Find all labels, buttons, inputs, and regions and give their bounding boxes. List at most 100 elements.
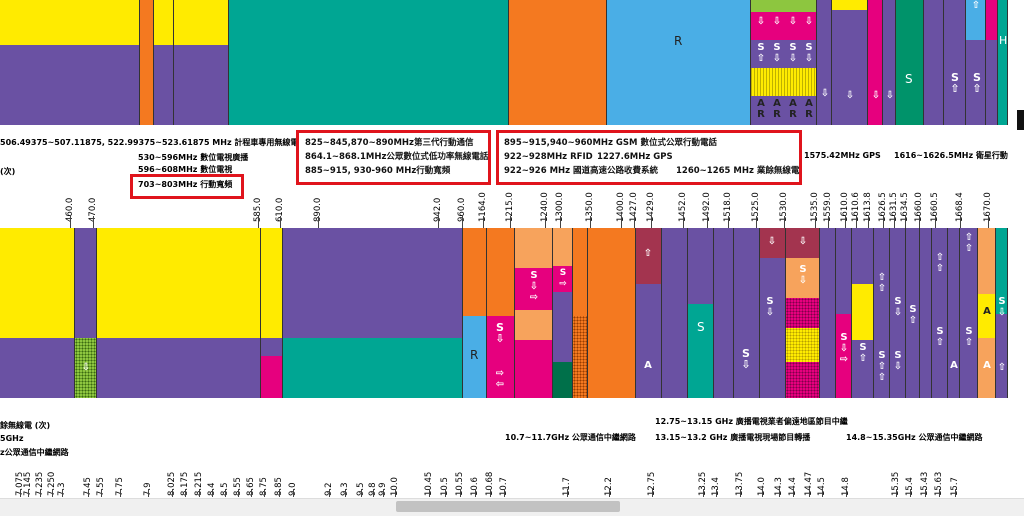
band-block: [852, 284, 874, 340]
band-block: [140, 0, 154, 125]
band-block: [734, 228, 760, 398]
tick-mark: [652, 489, 653, 497]
tick-mark: [740, 489, 741, 497]
tick-mark: [383, 489, 384, 497]
label-relay-network: z公眾通信中繼網路: [0, 448, 69, 457]
band-block: [487, 316, 515, 398]
band-block: [487, 228, 515, 316]
service-s-icon: S ⇩: [788, 42, 798, 64]
service-s-icon: S ⇩: [495, 321, 505, 345]
band-block: [515, 228, 553, 268]
tick-mark: [483, 216, 484, 228]
band-block: [0, 338, 75, 398]
service-a-icon: A: [983, 306, 991, 317]
tick-mark: [905, 216, 906, 228]
tick-mark: [910, 489, 911, 497]
label-703-mobile: 703~803MHz 行動寬頻: [138, 180, 233, 189]
arrow-up-icon: ⇧ ⇧: [964, 232, 974, 254]
tick-mark: [52, 489, 53, 497]
tick-mark: [894, 216, 895, 228]
band-block: [553, 292, 573, 362]
band-block: [573, 228, 588, 316]
tick-mark: [475, 489, 476, 497]
band-block: [786, 258, 820, 298]
label-amateur-secondary: 餘無線電 (次): [0, 421, 51, 430]
band-block: [786, 362, 820, 398]
band-block: [832, 10, 868, 125]
tick-mark: [62, 489, 63, 497]
arrow-down-icon: ⇩: [804, 16, 814, 27]
band-block: [996, 314, 1008, 398]
label-1575-gps: 1575.42MHz GPS: [804, 151, 881, 160]
band-block: [463, 316, 487, 398]
band-block: [932, 228, 948, 398]
band-block: [75, 338, 97, 398]
tick-mark: [429, 489, 430, 497]
band-block: [996, 228, 1008, 314]
arrow-down-icon: ⇩: [871, 90, 881, 101]
arrow-down-icon: ⇩: [820, 88, 830, 99]
arrow-up-icon: ⇧: [643, 248, 653, 259]
service-s-icon: S ⇩: [804, 42, 814, 64]
band-block: [944, 0, 966, 125]
service-s-icon: S ⇨: [559, 268, 567, 289]
band-block: [751, 68, 817, 96]
band-block: [636, 284, 662, 398]
tick-mark: [238, 489, 239, 497]
band-block: [896, 0, 924, 125]
tick-mark: [264, 489, 265, 497]
service-a-icon: A: [983, 360, 991, 371]
band-block: [515, 268, 553, 310]
label-14-8-relay: 14.8~15.35GHz 公眾通信中繼網路: [846, 433, 983, 442]
tick-mark: [225, 489, 226, 497]
tick-mark: [293, 489, 294, 497]
tick-mark: [280, 216, 281, 228]
tick-mark: [70, 216, 71, 228]
band-block: [832, 0, 868, 10]
band-block: [662, 228, 688, 398]
arrow-up-icon: ⇧: [997, 362, 1007, 373]
service-s-icon: S ⇧: [935, 326, 945, 348]
arrow-down-icon: ⇩: [798, 236, 808, 247]
arrow-down-icon: ⇩: [885, 90, 895, 101]
label-895-gsm: 895~915,940~960MHz GSM 數位式公眾行動電話: [504, 138, 717, 148]
band-block: [852, 340, 874, 398]
highlight-box-703: [130, 174, 244, 199]
label-864-cordless: 864.1~868.1MHz公眾數位式低功率無線電話: [305, 152, 489, 162]
service-letter-s: S: [905, 72, 913, 86]
vertical-scrollbar[interactable]: [1017, 110, 1024, 130]
label-1260-amateur: 1260~1265 MHz 業餘無線電: [676, 166, 800, 176]
band-block: [786, 298, 820, 328]
tick-mark: [590, 216, 591, 228]
band-block: [607, 0, 751, 125]
band-block: [283, 228, 463, 338]
bidirectional-icon: ⇨ ⇦: [495, 368, 505, 390]
band-block: [515, 310, 553, 340]
tick-mark: [148, 489, 149, 497]
tick-mark: [728, 216, 729, 228]
tick-mark: [793, 489, 794, 497]
tick-mark: [361, 489, 362, 497]
band-block: [154, 0, 174, 45]
band-block: [751, 40, 817, 68]
tick-mark: [925, 489, 926, 497]
service-letter-r: R: [674, 34, 683, 48]
band-block: [852, 228, 874, 284]
tick-mark: [510, 216, 511, 228]
band-block: [553, 228, 573, 266]
arrow-down-icon: ⇩: [772, 16, 782, 27]
band-block: [986, 0, 998, 40]
band-block: [261, 228, 283, 338]
tick-mark: [939, 489, 940, 497]
tick-mark: [868, 216, 869, 228]
tick-mark: [258, 216, 259, 228]
tick-mark: [621, 216, 622, 228]
scrollbar-thumb[interactable]: [396, 501, 620, 512]
label-10-7-relay: 10.7~11.7GHz 公眾通信中繼網路: [505, 433, 636, 442]
tick-mark: [20, 489, 21, 497]
tick-mark: [395, 489, 396, 497]
tick-mark: [373, 489, 374, 497]
tick-mark: [88, 489, 89, 497]
tick-mark: [960, 216, 961, 228]
